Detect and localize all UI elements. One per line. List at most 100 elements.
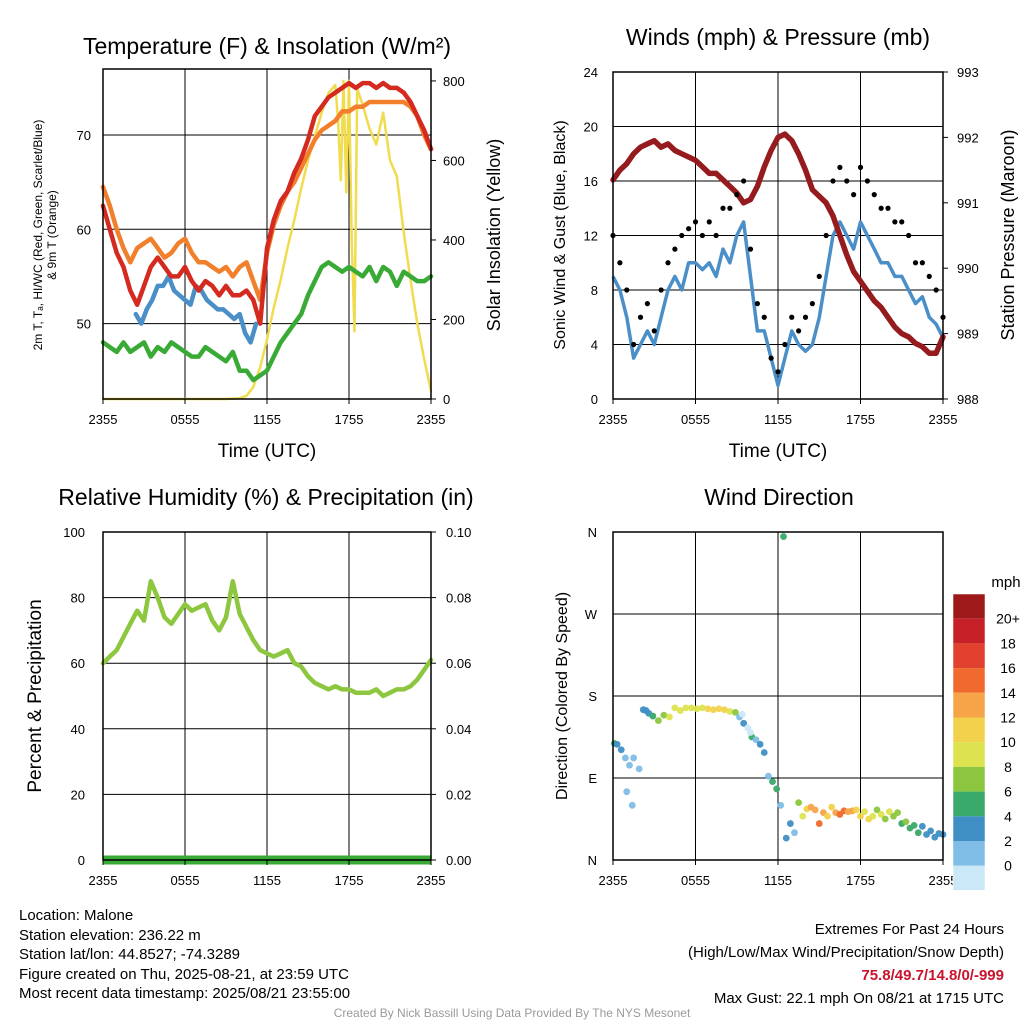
wind-gust-point [837,164,843,170]
temp-xtick-label: 0555 [171,412,200,427]
dir-point [760,749,768,756]
temp-plot-area [100,69,434,401]
rh-ytick-right-label: 0.04 [446,722,471,737]
wind-gust-point [720,205,726,211]
dir-point [687,704,695,712]
dir-point [828,803,836,811]
dir-point [764,772,772,780]
wind-gust-point [754,301,760,307]
wind-gust-point [637,314,644,320]
dir-colorbar-label: 2 [1004,833,1012,849]
dir-point [752,736,760,744]
wind-gust-point [734,192,740,198]
dir-colorbar-label: 6 [1004,784,1012,800]
wind-gust-point [789,314,795,320]
dir-point [795,799,803,806]
wind-gust-point [933,287,939,293]
dir-colorbar-swatch [953,717,985,743]
dir-colorbar-swatch [953,742,985,767]
dir-point [873,806,881,814]
temp-series-solar [101,79,433,401]
station-elevation: Station elevation: 236.22 m [19,926,201,944]
wind-ytick-right-label: 991 [957,196,979,211]
dir-colorbar-label: 4 [1004,808,1012,824]
wind-ytick-label: 4 [591,338,598,353]
temp-xtick-label: 2355 [417,412,446,427]
wind-gust-point [644,301,650,307]
wind-gust-point [741,178,747,184]
dir-point [623,788,631,796]
wind-gust-point [919,260,925,266]
temp-ytick-label: 50 [77,317,91,332]
temp-ytick-right-label: 800 [443,74,465,89]
wind-gust-point [713,232,719,239]
dir-point [861,808,869,816]
wind-gust-point [926,273,932,279]
dir-ytick-label: E [588,771,597,786]
wind-series-pressure [610,131,946,356]
wind-ytick-label: 0 [591,392,598,407]
wind-gust-point [706,219,712,225]
dir-point [918,822,926,830]
wind-ytick-right-label: 988 [957,392,979,407]
dir-ytick-label: N [588,853,597,868]
wind-gust-point [871,192,877,198]
dir-point [910,821,918,829]
rh-ytick-label: 100 [63,525,85,540]
dir-point [698,704,706,712]
wind-gust-point [892,219,898,225]
dir-xtick-label: 2355 [599,873,628,888]
dir-point [769,778,776,786]
dir-point [671,704,679,712]
dir-point [756,740,764,748]
temp-xtick-label: 1755 [335,412,364,427]
dir-point [613,740,621,748]
dir-point [665,713,673,721]
dir-point [738,710,746,718]
station-location: Location: Malone [19,907,134,924]
temp-series-temp [100,80,434,326]
temp-series-dewpoint [100,260,434,383]
dir-point [654,717,662,724]
rh-ytick-label: 0 [78,853,85,868]
dir-colorbar-label: 10 [1000,734,1016,750]
wind-gust-point [686,226,692,232]
wind-gust-point [809,301,815,307]
wind-gust-point [906,232,912,239]
wind-ytick-right-label: 990 [957,261,979,276]
station-latlon: Station lat/lon: 44.8527; -74.3289 [19,946,241,963]
rh-plot-area [100,531,434,865]
wind-gust-point [617,260,623,266]
wind-ytick-right-label: 993 [957,65,979,80]
temp-ytick-right-label: 0 [443,392,450,407]
wind-gust-point [885,205,891,211]
dir-ytick-label: S [588,689,597,704]
wind-xtick-label: 0555 [681,412,710,427]
dir-colorbar-label: 0 [1004,858,1012,874]
temp-xtick-label: 1155 [253,412,281,427]
wind-gust-point [775,369,781,375]
wind-gust-point [864,178,870,184]
dir-point [894,809,902,817]
extremes-subtitle: (High/Low/Max Wind/Precipitation/Snow De… [688,944,1004,961]
dir-point [786,820,794,827]
figure-created: Figure created on Thu, 2025-08-21, at 23… [19,965,349,983]
dir-colorbar-swatch [953,841,985,866]
dir-point [927,827,935,835]
rh-ytick-right-label: 0.10 [446,525,471,540]
dir-point [791,829,798,837]
temp-ytick-right-label: 200 [443,312,465,327]
dir-point [639,706,647,714]
dir-colorbar-swatch [953,766,985,792]
dir-point [824,812,831,820]
dir-point [857,812,864,820]
rh-ytick-right-label: 0.08 [446,591,471,606]
wind-gust-point [692,219,699,225]
wind-gust-point [796,328,802,334]
dir-point [715,705,723,713]
dir-colorbar-swatch [953,692,985,718]
dir-point [704,705,712,713]
wind-gust-point [782,341,788,348]
dir-point [815,820,823,827]
dir-point [914,829,922,837]
